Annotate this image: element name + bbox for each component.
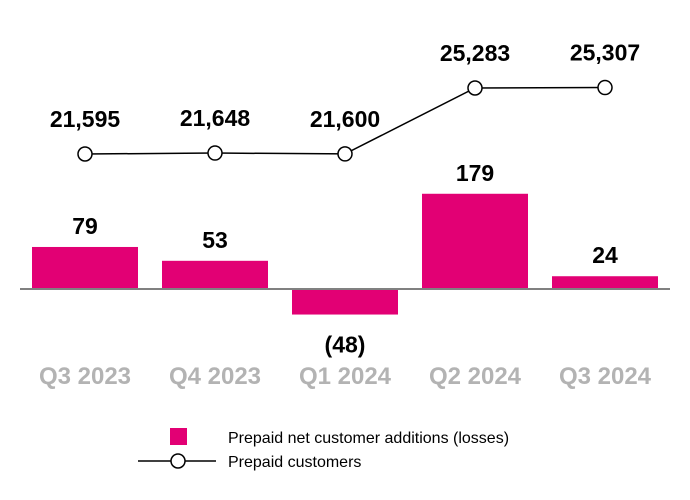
line-value-label: 21,648: [180, 105, 251, 131]
line-value-label: 21,600: [310, 106, 380, 132]
category-label: Q2 2024: [429, 363, 522, 390]
bar: [292, 289, 398, 315]
line-marker: [337, 146, 353, 162]
legend-bar-label: Prepaid net customer additions (losses): [228, 430, 509, 447]
category-label: Q3 2023: [39, 363, 131, 390]
bar-value-label: 79: [72, 213, 98, 239]
category-label: Q3 2024: [559, 363, 652, 390]
legend-bar-swatch: [170, 428, 187, 445]
bar-value-label: 179: [456, 160, 494, 186]
line-value-label: 25,283: [440, 40, 510, 66]
category-label: Q4 2023: [169, 363, 261, 390]
bar-value-label: (48): [325, 332, 366, 358]
line-marker: [467, 80, 483, 96]
bar: [162, 260, 268, 289]
bar: [552, 276, 658, 289]
line-marker: [597, 79, 613, 96]
line-marker: [207, 145, 223, 161]
line-value-label: 25,307: [570, 40, 640, 66]
bar-value-label: 24: [592, 242, 618, 268]
legend-line-marker: [170, 453, 186, 469]
line-value-label: 21,595: [50, 106, 121, 132]
legend-line-label: Prepaid customers: [228, 454, 361, 471]
legend: Prepaid net customer additions (losses) …: [138, 428, 509, 471]
bar: [422, 193, 528, 289]
bar-value-label: 53: [202, 227, 228, 253]
bar: [32, 246, 138, 289]
line-marker: [77, 146, 93, 162]
category-label: Q1 2024: [299, 363, 392, 390]
